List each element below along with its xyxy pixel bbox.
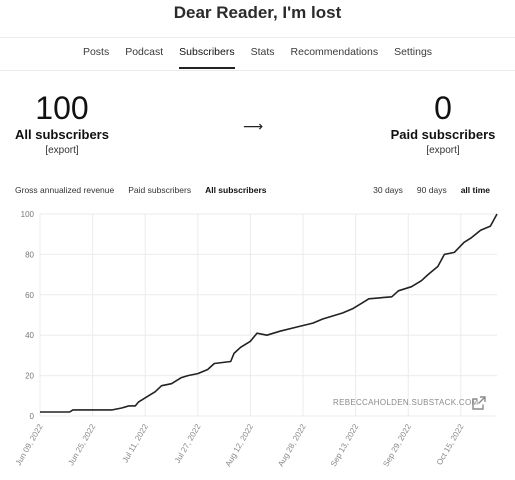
x-tick-label: Aug 12, 2022 bbox=[224, 422, 256, 468]
tab-settings[interactable]: Settings bbox=[394, 46, 433, 58]
dashboard-tabs: Posts Podcast Subscribers Stats Recommen… bbox=[0, 46, 515, 69]
all-subscribers-export-link[interactable]: [export] bbox=[45, 145, 79, 156]
chart-metric-filters: Gross annualized revenue Paid subscriber… bbox=[15, 185, 281, 195]
filter-paid-subscribers[interactable]: Paid subscribers bbox=[128, 185, 192, 195]
x-tick-label: Jul 11, 2022 bbox=[121, 422, 151, 464]
paid-subscribers-export-link[interactable]: [export] bbox=[426, 145, 460, 156]
publication-title: Dear Reader, I'm lost bbox=[173, 3, 342, 22]
x-tick-label: Sep 29, 2022 bbox=[381, 422, 413, 468]
all-subscribers-count: 100 bbox=[35, 90, 89, 126]
tab-stats[interactable]: Stats bbox=[250, 46, 275, 58]
tab-posts[interactable]: Posts bbox=[82, 46, 110, 58]
y-tick-label: 100 bbox=[21, 210, 35, 219]
x-tick-label: Sep 13, 2022 bbox=[329, 422, 361, 468]
tab-recommendations[interactable]: Recommendations bbox=[290, 46, 379, 58]
x-tick-label: Oct 15, 2022 bbox=[435, 422, 466, 467]
range-30-days[interactable]: 30 days bbox=[373, 185, 403, 195]
tab-subscribers[interactable]: Subscribers bbox=[179, 46, 235, 69]
paid-subscribers-count: 0 bbox=[434, 90, 452, 126]
y-tick-label: 80 bbox=[25, 250, 34, 259]
tab-podcast[interactable]: Podcast bbox=[125, 46, 164, 58]
range-90-days[interactable]: 90 days bbox=[416, 185, 447, 195]
chart-range-selector: 30 days 90 days all time bbox=[359, 185, 490, 195]
external-link-icon[interactable] bbox=[472, 396, 486, 410]
y-tick-label: 20 bbox=[25, 372, 34, 381]
x-tick-label: Jun 25, 2022 bbox=[66, 422, 97, 467]
y-tick-label: 0 bbox=[30, 412, 35, 421]
subscribers-series-line bbox=[40, 213, 498, 413]
filter-all-subscribers[interactable]: All subscribers bbox=[205, 185, 267, 195]
x-tick-label: Jul 27, 2022 bbox=[173, 422, 203, 465]
substack-url-watermark: REBECCAHOLDEN.SUBSTACK.COM bbox=[333, 398, 479, 407]
range-all-time[interactable]: all time bbox=[460, 185, 490, 195]
y-tick-label: 40 bbox=[25, 331, 34, 340]
tabs-divider bbox=[0, 70, 515, 71]
arrow-icon: ⟶ bbox=[243, 118, 264, 134]
y-tick-label: 60 bbox=[25, 291, 34, 300]
filter-gross-annualized-revenue[interactable]: Gross annualized revenue bbox=[15, 185, 115, 195]
header-divider bbox=[0, 37, 515, 38]
x-tick-label: Aug 28, 2022 bbox=[276, 422, 308, 468]
paid-subscribers-label: Paid subscribers bbox=[390, 127, 496, 142]
all-subscribers-label: All subscribers bbox=[15, 127, 109, 142]
x-tick-label: Jun 09, 2022 bbox=[14, 422, 45, 467]
subscribers-line-chart: 0 20 40 60 80 100 Jun 09, 2022 Jun 25, 2022 Jul … bbox=[14, 210, 498, 468]
